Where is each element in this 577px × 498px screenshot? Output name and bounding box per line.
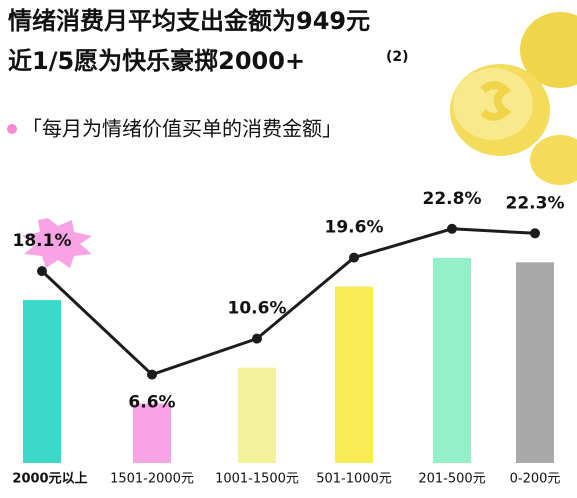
starburst — [22, 218, 92, 268]
value-label: 19.6% — [325, 218, 384, 238]
title-line: 情绪消费月平均支出金额为949元 — [8, 7, 370, 35]
bar — [23, 300, 61, 463]
subtitle: 「每月为情绪价值买单的消费金额」 — [22, 117, 342, 141]
value-label: 18.1% — [13, 231, 72, 251]
value-label: 10.6% — [228, 299, 287, 319]
x-tick-label: 501-1000元 — [316, 472, 392, 487]
point — [349, 252, 359, 263]
bullet — [7, 124, 17, 134]
point — [37, 266, 47, 277]
value-label: 6.6% — [128, 393, 175, 413]
bar — [516, 262, 554, 463]
bar — [133, 403, 171, 463]
bar — [433, 257, 471, 463]
title-line: 近1/5愿为快乐豪掷2000+ — [8, 47, 305, 75]
trend-line — [40, 227, 536, 377]
point — [252, 333, 262, 344]
badge: (2) — [386, 49, 409, 65]
x-tick-label: 2000元以上 — [12, 472, 87, 487]
point — [147, 369, 157, 380]
x-tick-label: 0-200元 — [510, 472, 561, 487]
bar — [238, 367, 276, 463]
x-tick-label: 201-500元 — [418, 472, 485, 487]
bar — [335, 286, 373, 463]
value-label: 22.3% — [506, 193, 565, 213]
x-tick-label: 1501-2000元 — [110, 472, 194, 487]
coins — [450, 12, 577, 185]
value-label: 22.8% — [423, 189, 482, 209]
x-tick-label: 1001-1500元 — [215, 472, 299, 487]
point — [530, 228, 540, 239]
point — [447, 223, 457, 234]
